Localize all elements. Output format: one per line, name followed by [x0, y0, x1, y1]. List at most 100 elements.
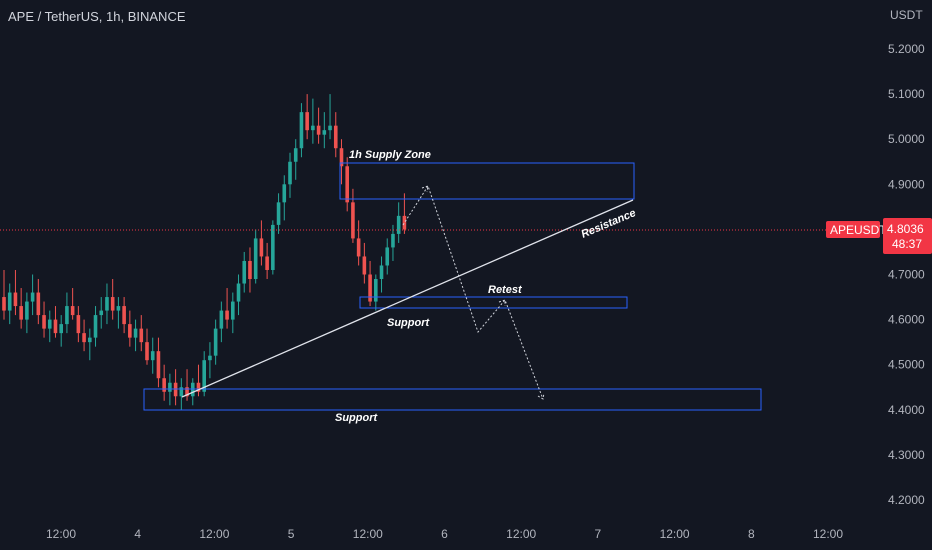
candle: [116, 297, 121, 329]
time-tick-label: 5: [288, 527, 295, 541]
candle-body: [145, 342, 149, 361]
price-tick-label: 4.5000: [888, 358, 925, 372]
candle: [25, 292, 29, 334]
candle: [82, 319, 86, 352]
candle-body: [391, 233, 395, 248]
candles: [2, 94, 407, 410]
candle: [53, 306, 58, 338]
candle: [59, 315, 63, 347]
candle: [42, 301, 46, 338]
candle: [282, 175, 287, 221]
candle-body: [88, 337, 92, 343]
candle: [339, 139, 344, 185]
candle-body: [322, 130, 327, 135]
resistance-trendline[interactable]: [181, 199, 634, 398]
candle-body: [105, 297, 109, 311]
candle-body: [242, 260, 247, 284]
candle: [362, 242, 367, 284]
candle-body: [122, 306, 126, 325]
candle-body: [293, 148, 298, 162]
support-upper-label: Support: [387, 317, 430, 329]
price-axis: USDT 5.20005.10005.00004.90004.80004.700…: [888, 8, 925, 507]
candle: [196, 364, 201, 397]
candle: [391, 224, 395, 261]
supply-zone-box[interactable]: [339, 162, 635, 200]
candle: [322, 112, 327, 149]
candle-body: [259, 238, 264, 257]
candle-body: [213, 328, 218, 356]
candle: [65, 292, 69, 334]
candle-body: [402, 215, 407, 230]
candle-body: [231, 301, 235, 320]
price-tag: [883, 218, 932, 254]
symbol-tag-text: APEUSDT: [830, 223, 887, 237]
chart-title: APE / TetherUS, 1h, BINANCE: [8, 9, 186, 24]
candle-body: [339, 148, 344, 167]
candle-body: [70, 306, 75, 316]
candle: [299, 103, 304, 158]
candle: [236, 274, 241, 316]
price-tick-label: 4.4000: [888, 403, 925, 417]
time-tick-label: 4: [134, 527, 141, 541]
candle-body: [2, 297, 6, 311]
candle-body: [362, 256, 367, 275]
time-tick-label: 12:00: [199, 527, 229, 541]
time-tick-label: 6: [441, 527, 448, 541]
candle: [185, 369, 189, 401]
symbol-tag: [826, 221, 880, 238]
candle-body: [219, 310, 224, 329]
candle-body: [265, 256, 269, 270]
candle: [122, 297, 126, 334]
time-tick-label: 12:00: [46, 527, 76, 541]
price-axis-unit: USDT: [890, 8, 923, 22]
retest-label: Retest: [488, 284, 523, 296]
candle: [156, 337, 161, 388]
retest-box[interactable]: [359, 296, 628, 309]
supply-zone-label: 1h Supply Zone: [349, 149, 431, 161]
time-tick-label: 12:00: [506, 527, 536, 541]
candle: [133, 319, 138, 352]
candle: [293, 139, 298, 180]
candle-body: [173, 382, 178, 397]
candle-body: [311, 125, 315, 131]
candle-body: [128, 324, 132, 338]
candle-body: [385, 247, 390, 266]
candle-body: [379, 265, 384, 280]
candle-body: [276, 202, 281, 225]
candle: [88, 328, 92, 361]
candle: [253, 229, 258, 284]
candle: [265, 242, 269, 280]
support-box[interactable]: [143, 388, 762, 411]
price-tag-value: 4.8036: [887, 222, 924, 236]
candle: [225, 288, 229, 329]
time-tick-label: 12:00: [660, 527, 690, 541]
candle-body: [30, 292, 35, 302]
candle-body: [368, 274, 372, 302]
candle: [145, 328, 149, 365]
candle-body: [248, 260, 252, 280]
candle: [208, 342, 212, 379]
candle: [19, 288, 23, 329]
price-tick-label: 4.6000: [888, 313, 925, 327]
candle: [105, 283, 109, 325]
price-tick-label: 4.9000: [888, 177, 925, 191]
candle: [213, 319, 218, 365]
candle-body: [288, 161, 292, 185]
candle-body: [36, 292, 41, 316]
candle: [110, 279, 115, 320]
candle-body: [271, 224, 275, 270]
candle: [305, 94, 309, 140]
candle: [202, 351, 206, 397]
candle: [128, 310, 132, 347]
candle-body: [65, 306, 69, 325]
candle: [333, 112, 338, 158]
candle-body: [396, 215, 401, 234]
price-tick-label: 5.2000: [888, 42, 925, 56]
candle: [368, 260, 372, 307]
candle-body: [316, 125, 321, 135]
candle-body: [99, 310, 104, 316]
candle: [47, 310, 52, 343]
candle-body: [168, 382, 172, 392]
candle-body: [93, 315, 98, 338]
